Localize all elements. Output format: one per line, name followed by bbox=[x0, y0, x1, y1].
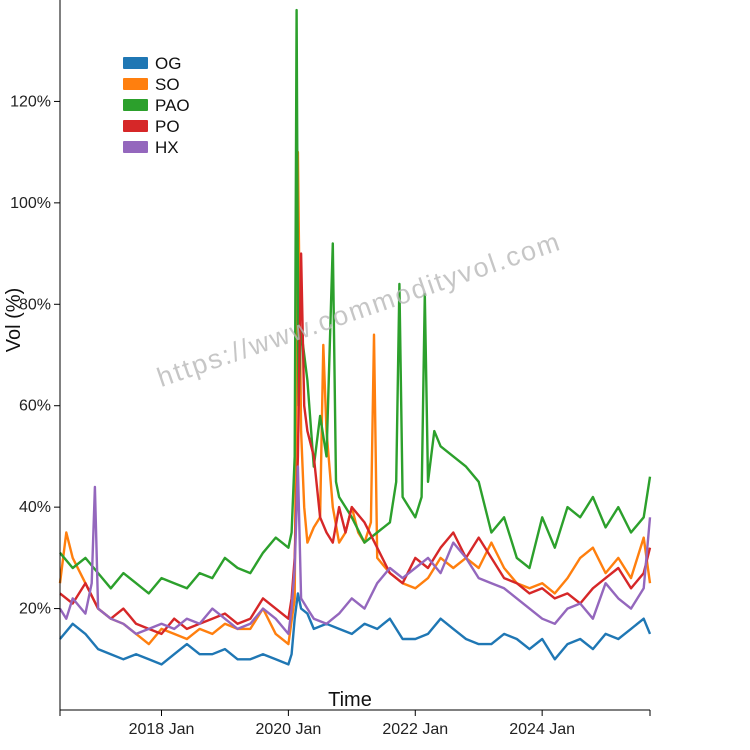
legend-swatch-so bbox=[123, 78, 148, 90]
y-axis-title: Vol (%) bbox=[3, 288, 25, 352]
legend-label-hx: HX bbox=[155, 138, 179, 157]
series-line-hx bbox=[58, 465, 652, 636]
x-tick-label: 2022 Jan bbox=[382, 721, 448, 738]
x-tick-label: 2024 Jan bbox=[509, 721, 575, 738]
x-axis-title: Time bbox=[328, 689, 372, 711]
y-tick-label: 120% bbox=[10, 93, 51, 110]
legend-swatch-pao bbox=[123, 99, 148, 111]
x-tick-label: 2018 Jan bbox=[129, 721, 195, 738]
series-line-pao bbox=[59, 8, 652, 595]
legend-label-og: OG bbox=[155, 54, 181, 73]
y-tick-label: 100% bbox=[10, 195, 51, 212]
watermark-text: https://www.commodityvol.com bbox=[153, 226, 565, 393]
legend: OG SO PAO PO HX bbox=[123, 54, 190, 157]
legend-label-so: SO bbox=[155, 75, 180, 94]
series-line-so bbox=[58, 150, 652, 646]
y-tick-label: 80% bbox=[19, 296, 51, 313]
legend-swatch-po bbox=[123, 120, 148, 132]
x-tick-label: 2020 Jan bbox=[255, 721, 321, 738]
legend-label-po: PO bbox=[155, 117, 180, 136]
legend-label-pao: PAO bbox=[155, 96, 190, 115]
series-line-po bbox=[59, 252, 652, 636]
y-tick-label: 60% bbox=[19, 398, 51, 415]
series-line-og bbox=[59, 592, 652, 666]
axes: 20% 40% 60% 80% 100% 120% 2018 Jan 2020 Jan 2022… bbox=[10, 0, 651, 738]
y-tick-label: 20% bbox=[19, 601, 51, 618]
legend-swatch-hx bbox=[123, 141, 148, 153]
series-lines bbox=[58, 8, 652, 666]
legend-swatch-og bbox=[123, 57, 148, 69]
y-tick-label: 40% bbox=[19, 499, 51, 516]
